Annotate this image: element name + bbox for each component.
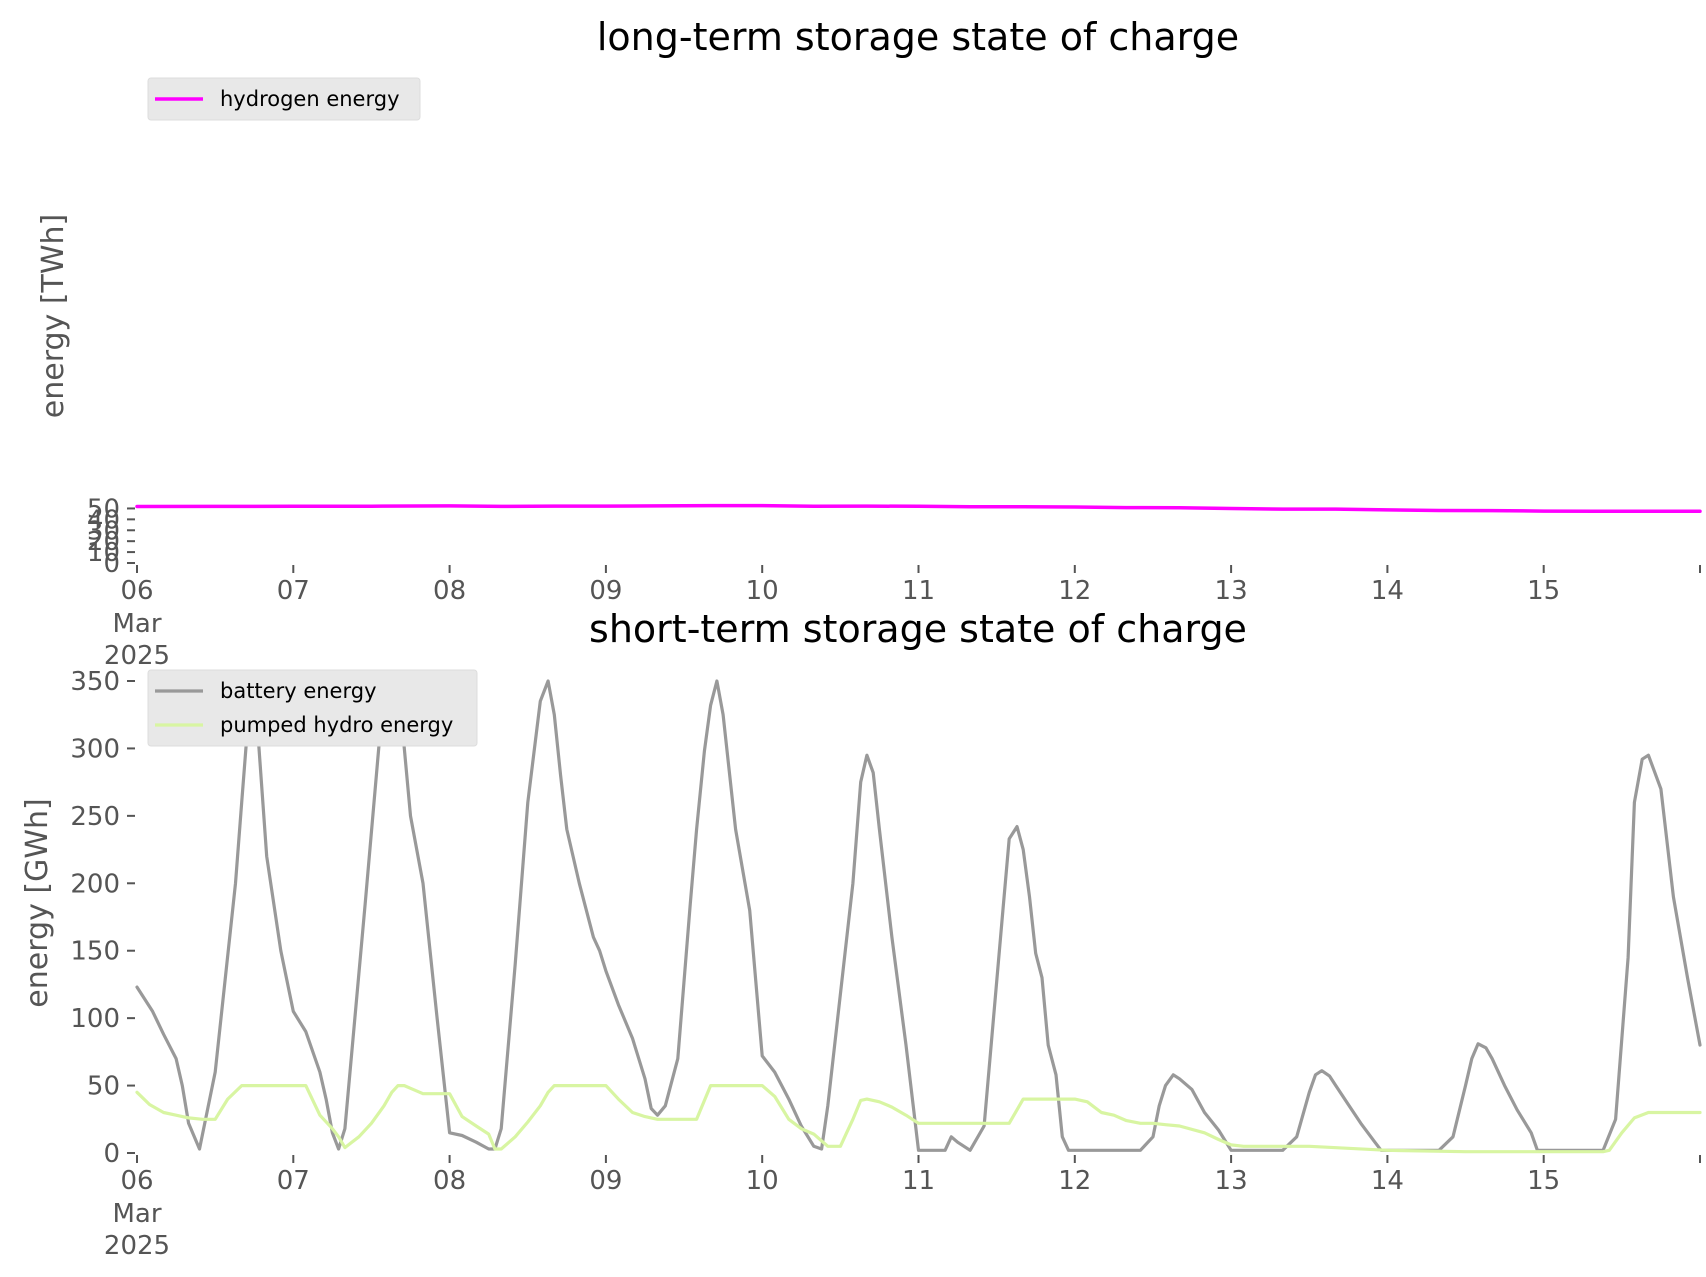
x-tick-label: 09 xyxy=(589,576,622,606)
y-tick-label: 30 xyxy=(87,516,120,546)
x-tick-label: 15 xyxy=(1527,576,1560,606)
chart-title: long-term storage state of charge xyxy=(597,15,1239,59)
x-tick-label: 13 xyxy=(1215,1166,1248,1196)
y-tick-label: 350 xyxy=(70,667,120,697)
x-tick-label: 12 xyxy=(1058,576,1091,606)
x-tick-label: 10 xyxy=(746,576,779,606)
x-tick-label: 12 xyxy=(1058,1166,1091,1196)
plot-area xyxy=(135,503,1702,514)
y-tick-label: 0 xyxy=(103,549,120,579)
legend-box xyxy=(147,77,421,121)
x-tick-label: 09 xyxy=(589,1166,622,1196)
y-tick-label: 200 xyxy=(70,869,120,899)
y-tick-label: 100 xyxy=(70,1004,120,1034)
y-axis-ticks: 0 50 100 150 200 250 300 350 xyxy=(70,667,135,1169)
x-tick-label: 10 xyxy=(746,1166,779,1196)
plot-area xyxy=(135,679,1702,1154)
legend: battery energy pumped hydro energy xyxy=(147,669,478,747)
x-tick-label: 11 xyxy=(902,576,935,606)
chart-title: short-term storage state of charge xyxy=(589,607,1247,651)
x-month-label: Mar xyxy=(112,609,161,639)
y-tick-label: 250 xyxy=(70,802,120,832)
legend-label: pumped hydro energy xyxy=(220,713,453,737)
x-tick-label: 07 xyxy=(277,1166,310,1196)
legend-label: hydrogen energy xyxy=(220,87,400,111)
short-term-storage-chart: short-term storage state of charge energ… xyxy=(20,607,1702,1261)
long-term-storage-chart: long-term storage state of charge energy… xyxy=(36,15,1702,671)
series-line xyxy=(135,1083,1702,1154)
y-tick-label: 300 xyxy=(70,734,120,764)
series-line xyxy=(135,679,1702,1152)
x-month-label: Mar xyxy=(112,1199,161,1229)
legend-label: battery energy xyxy=(220,679,377,703)
y-tick-label: 0 xyxy=(103,1139,120,1169)
x-tick-label: 14 xyxy=(1371,1166,1404,1196)
x-tick-label: 08 xyxy=(433,576,466,606)
y-tick-label: 150 xyxy=(70,937,120,967)
x-tick-label: 08 xyxy=(433,1166,466,1196)
x-year-label: 2025 xyxy=(104,1231,170,1261)
y-tick-label: 40 xyxy=(87,505,120,535)
y-axis-label: energy [GWh] xyxy=(20,798,55,1007)
x-tick-label: 07 xyxy=(277,576,310,606)
legend: hydrogen energy xyxy=(147,77,421,121)
x-tick-label: 15 xyxy=(1527,1166,1560,1196)
x-tick-label: 06 xyxy=(120,1166,153,1196)
y-tick-label: 50 xyxy=(87,1072,120,1102)
y-tick-label: 50 xyxy=(87,494,120,524)
x-tick-label: 13 xyxy=(1215,576,1248,606)
y-tick-label: 20 xyxy=(87,527,120,557)
y-axis-label: energy [TWh] xyxy=(36,214,71,418)
x-year-label: 2025 xyxy=(104,641,170,671)
x-tick-label: 06 xyxy=(120,576,153,606)
x-tick-label: 11 xyxy=(902,1166,935,1196)
legend-box xyxy=(147,669,478,747)
y-tick-label: 10 xyxy=(87,538,120,568)
series-line xyxy=(135,503,1702,514)
x-tick-label: 14 xyxy=(1371,576,1404,606)
